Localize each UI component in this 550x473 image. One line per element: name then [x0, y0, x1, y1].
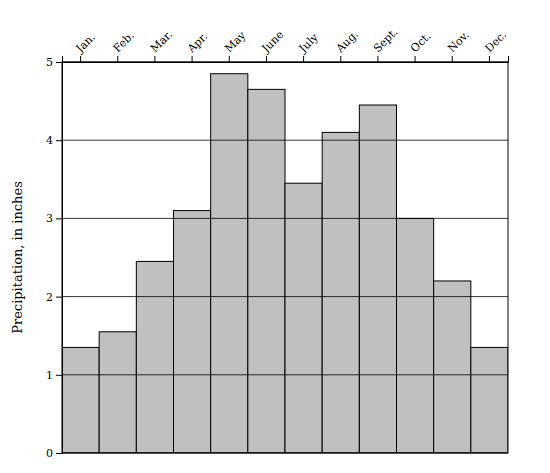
tick-mark — [415, 56, 416, 62]
tick-mark — [56, 140, 62, 141]
grid-line — [62, 140, 508, 141]
tick: Apr. — [184, 30, 210, 62]
bar — [471, 347, 508, 453]
bar — [211, 74, 248, 453]
tick: 1 — [46, 369, 62, 382]
tick-mark — [489, 56, 490, 62]
tick-label: Jan. — [73, 31, 98, 56]
tick-mark — [117, 56, 118, 62]
tick: Jan. — [73, 31, 98, 62]
tick: 5 — [46, 56, 62, 69]
tick-label: May — [222, 28, 249, 55]
tick-mark — [56, 453, 62, 454]
tick-label: 0 — [46, 447, 53, 460]
chart: Jan. Feb. Mar. Apr. May June July Aug. Sept. Oct.… — [0, 0, 550, 473]
tick-mark — [154, 56, 155, 62]
bar — [322, 132, 359, 453]
tick: 3 — [46, 212, 62, 225]
tick-label: Nov. — [445, 28, 472, 55]
tick-label: 3 — [46, 212, 53, 225]
grid-line — [62, 296, 508, 297]
axis-line — [56, 63, 63, 454]
bars — [62, 74, 508, 453]
bar — [136, 261, 173, 453]
tick-mark — [303, 56, 304, 62]
tick-label: July — [296, 30, 321, 55]
tick-label: June — [259, 28, 287, 56]
tick: Mar. — [148, 28, 175, 62]
tick-mark — [56, 297, 62, 298]
tick-mark — [377, 56, 378, 62]
tick-mark — [266, 56, 267, 62]
tick-label: Feb. — [111, 29, 137, 55]
x-axis: Jan. Feb. Mar. Apr. May June July Aug. Sept. Oct.… — [63, 25, 510, 62]
tick-label: Dec. — [482, 28, 509, 55]
tick: 2 — [46, 291, 62, 304]
tick: Dec. — [482, 28, 509, 62]
tick-label: 2 — [46, 291, 53, 304]
tick-label: Sept. — [371, 25, 401, 55]
grid — [62, 62, 508, 453]
tick-mark — [340, 56, 341, 62]
bar — [359, 105, 396, 453]
tick-label: Aug. — [333, 28, 361, 56]
tick-mark — [80, 56, 81, 62]
bar — [434, 281, 471, 453]
tick-mark — [229, 56, 230, 62]
plot: Jan. Feb. Mar. Apr. May June July Aug. Sept. Oct.… — [46, 25, 509, 460]
grid-line — [62, 374, 508, 375]
tick-label: Apr. — [184, 30, 210, 56]
tick: 0 — [46, 447, 62, 460]
tick-label: Mar. — [148, 28, 175, 55]
y-axis-title: Precipitation, in inches — [10, 181, 25, 334]
tick-label: 5 — [46, 56, 53, 69]
tick-label: 4 — [46, 134, 53, 147]
bar — [99, 332, 136, 453]
bar — [174, 211, 211, 453]
tick-mark — [56, 375, 62, 376]
bar — [62, 347, 99, 453]
tick-label: Oct. — [408, 30, 434, 56]
plot-frame — [62, 62, 508, 453]
tick: May — [222, 28, 249, 62]
tick: Nov. — [445, 28, 472, 62]
tick-mark — [56, 218, 62, 219]
tick: Aug. — [333, 28, 361, 62]
tick: 4 — [46, 134, 62, 147]
tick: July — [296, 30, 321, 62]
axis-line — [63, 56, 509, 63]
tick-mark — [192, 56, 193, 62]
bar — [248, 89, 285, 453]
grid-line — [62, 218, 508, 219]
tick-mark — [56, 62, 62, 63]
tick-mark — [452, 56, 453, 62]
tick: Feb. — [111, 29, 137, 62]
tick-label: 1 — [46, 369, 53, 382]
bar — [397, 218, 434, 453]
tick: Sept. — [371, 25, 401, 62]
bar — [285, 183, 322, 453]
tick: Oct. — [408, 30, 434, 62]
tick: June — [259, 28, 287, 62]
y-axis: 0 1 2 3 4 5 — [46, 56, 63, 460]
